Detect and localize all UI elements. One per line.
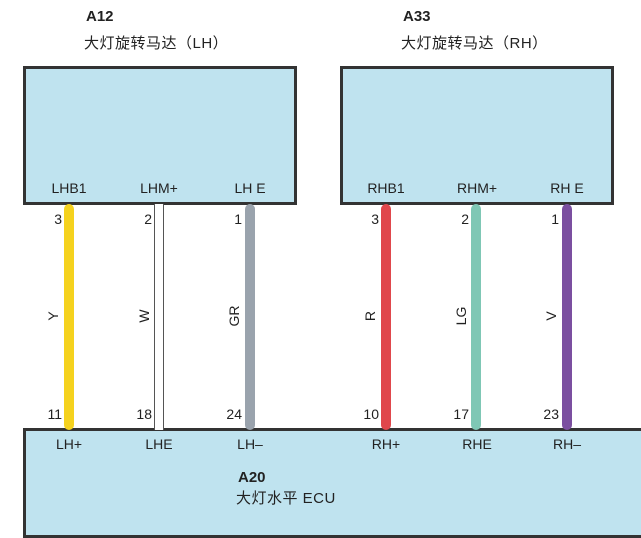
a33-pin-number: 1 (551, 211, 559, 227)
a33-name: 大灯旋转马达（RH） (401, 35, 548, 52)
wire-color-code: LG (453, 306, 469, 326)
wire-color-code: Y (45, 311, 61, 321)
wire-gr (245, 204, 255, 430)
a12-pin-label: LHB1 (51, 180, 87, 196)
a33-pin-label: RHB1 (367, 180, 405, 196)
a20-pin-label: RH+ (371, 436, 401, 452)
a20-connector-box (23, 428, 641, 538)
a12-pin-label: LH E (234, 180, 266, 196)
a33-pin-label: RH E (550, 180, 584, 196)
a33-pin-number: 3 (371, 211, 379, 227)
a20-pin-label: RHE (462, 436, 492, 452)
wire-r (381, 204, 391, 430)
wire-color-code: GR (226, 305, 242, 327)
a12-name: 大灯旋转马达（LH） (84, 35, 229, 52)
a20-pin-label: LHE (145, 436, 173, 452)
a20-id: A20 (238, 469, 266, 486)
wire-y (64, 204, 74, 430)
a20-pin-number: 10 (363, 406, 379, 422)
a12-id: A12 (86, 8, 114, 25)
a12-connector-box (23, 66, 297, 205)
a12-pin-label: LHM+ (140, 180, 178, 196)
wire-v (562, 204, 572, 430)
a33-pin-number: 2 (461, 211, 469, 227)
a20-pin-number: 23 (543, 406, 559, 422)
a33-id: A33 (403, 8, 431, 25)
wire-color-code: V (543, 311, 559, 321)
a20-pin-number: 11 (47, 406, 62, 422)
a20-pin-label: RH– (552, 436, 581, 452)
a33-connector-box (340, 66, 614, 205)
a12-pin-number: 3 (54, 211, 62, 227)
a20-pin-label: LH– (237, 436, 263, 452)
a12-pin-number: 1 (234, 211, 242, 227)
wire-w (154, 204, 164, 430)
a20-pin-label: LH+ (55, 436, 83, 452)
wire-color-code: R (362, 310, 378, 322)
a33-pin-label: RHM+ (456, 180, 498, 196)
a20-pin-number: 24 (226, 406, 242, 422)
a12-pin-number: 2 (144, 211, 152, 227)
wire-lg (471, 204, 481, 430)
a20-pin-number: 17 (453, 406, 469, 422)
a20-name: 大灯水平 ECU (236, 490, 336, 507)
a20-pin-number: 18 (136, 406, 152, 422)
wire-color-code: W (136, 309, 152, 323)
